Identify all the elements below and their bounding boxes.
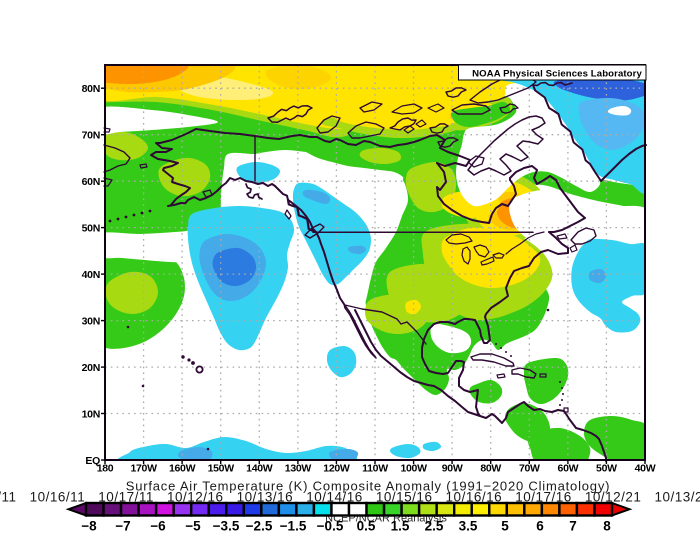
svg-text:2.5: 2.5 (425, 519, 444, 534)
svg-text:70W: 70W (519, 463, 540, 475)
svg-text:Surface Air Temperature (K) Co: Surface Air Temperature (K) Composite An… (126, 479, 611, 494)
svg-text:−5: −5 (185, 519, 201, 534)
svg-text:EQ: EQ (85, 455, 100, 467)
svg-text:150W: 150W (208, 463, 235, 475)
svg-text:120W: 120W (323, 463, 350, 475)
svg-text:50N: 50N (82, 222, 100, 234)
svg-text:90W: 90W (442, 463, 463, 475)
svg-text:1.5: 1.5 (391, 519, 410, 534)
svg-text:−0.5: −0.5 (317, 519, 344, 534)
svg-text:8: 8 (603, 519, 611, 534)
svg-text:60W: 60W (558, 463, 579, 475)
svg-text:3.5: 3.5 (459, 519, 478, 534)
svg-text:30N: 30N (82, 315, 100, 327)
svg-text:−7: −7 (115, 519, 130, 534)
svg-text:110W: 110W (362, 463, 388, 475)
svg-text:130W: 130W (285, 463, 312, 475)
svg-text:80N: 80N (82, 83, 100, 95)
svg-text:100W: 100W (400, 463, 427, 475)
svg-text:−3.5: −3.5 (213, 519, 240, 534)
svg-text:80W: 80W (480, 463, 501, 475)
svg-text:−1.5: −1.5 (280, 519, 307, 534)
svg-text:50W: 50W (596, 463, 617, 475)
svg-text:10/15/11 10/16/11 10/17/11 10/: 10/15/11 10/16/11 10/17/11 10/12/16 10/1… (0, 490, 700, 505)
svg-text:10N: 10N (82, 408, 100, 420)
svg-text:60N: 60N (82, 176, 100, 188)
svg-text:−2.5: −2.5 (246, 519, 273, 534)
svg-text:160W: 160W (169, 463, 196, 475)
svg-text:−8: −8 (81, 519, 97, 534)
svg-text:180: 180 (97, 463, 114, 475)
svg-text:20N: 20N (82, 362, 100, 374)
svg-text:0.5: 0.5 (357, 519, 376, 534)
svg-text:40N: 40N (82, 269, 100, 281)
svg-text:170W: 170W (130, 463, 157, 475)
svg-text:7: 7 (569, 519, 577, 534)
svg-text:40W: 40W (635, 463, 656, 475)
svg-text:5: 5 (501, 519, 509, 534)
svg-text:6: 6 (536, 519, 544, 534)
svg-text:70N: 70N (82, 130, 100, 142)
svg-text:−6: −6 (150, 519, 166, 534)
svg-text:140W: 140W (246, 463, 273, 475)
svg-text:NOAA Physical Sciences Laborat: NOAA Physical Sciences Laboratory (472, 69, 642, 80)
